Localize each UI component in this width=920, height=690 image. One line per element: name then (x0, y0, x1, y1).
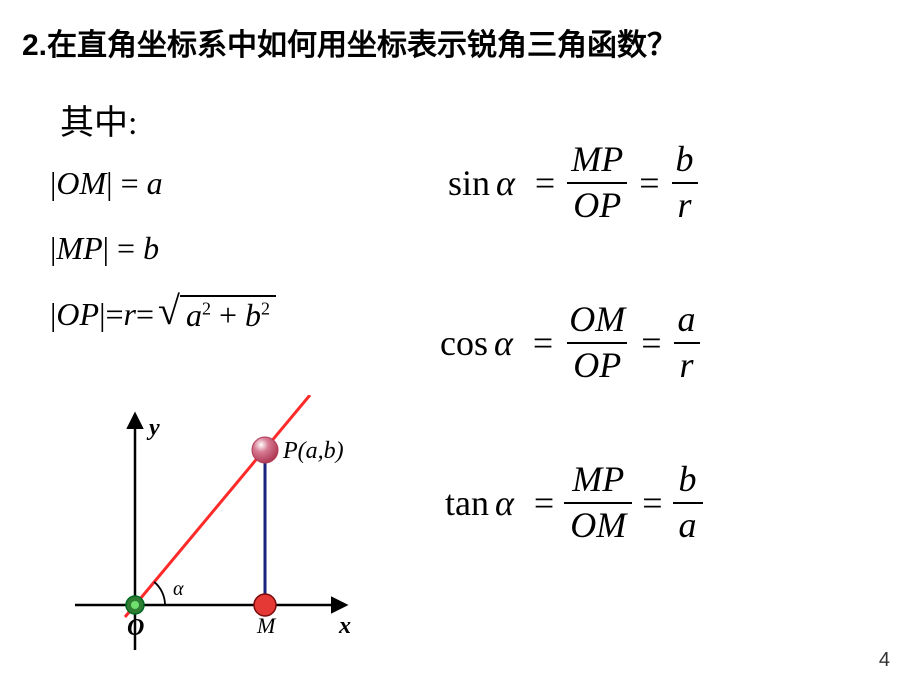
svg-text:P(a,b): P(a,b) (282, 438, 344, 464)
eq-sin: sin α = MPOP = br (448, 140, 700, 225)
eq-tan: tan α = MPOM = ba (445, 460, 703, 545)
sqrt-icon: √ (158, 295, 180, 327)
svg-text:α: α (173, 578, 184, 600)
def-mp: |MP| = b (50, 230, 159, 267)
page-number: 4 (879, 649, 890, 672)
def-op: |OP| = r = √ a2 + b2 (50, 295, 276, 334)
where-label: 其中: (60, 95, 137, 144)
svg-text:x: x (338, 613, 351, 639)
svg-text:O: O (127, 615, 144, 641)
svg-text:y: y (146, 415, 160, 441)
coordinate-diagram: y x O M P(a,b) α (65, 395, 395, 655)
svg-text:M: M (256, 613, 277, 638)
def-om: |OM| = a (50, 165, 163, 202)
eq-cos: cos α = OMOP = ar (440, 300, 702, 385)
page-title: 2.在直角坐标系中如何用坐标表示锐角三角函数？ (22, 20, 677, 64)
